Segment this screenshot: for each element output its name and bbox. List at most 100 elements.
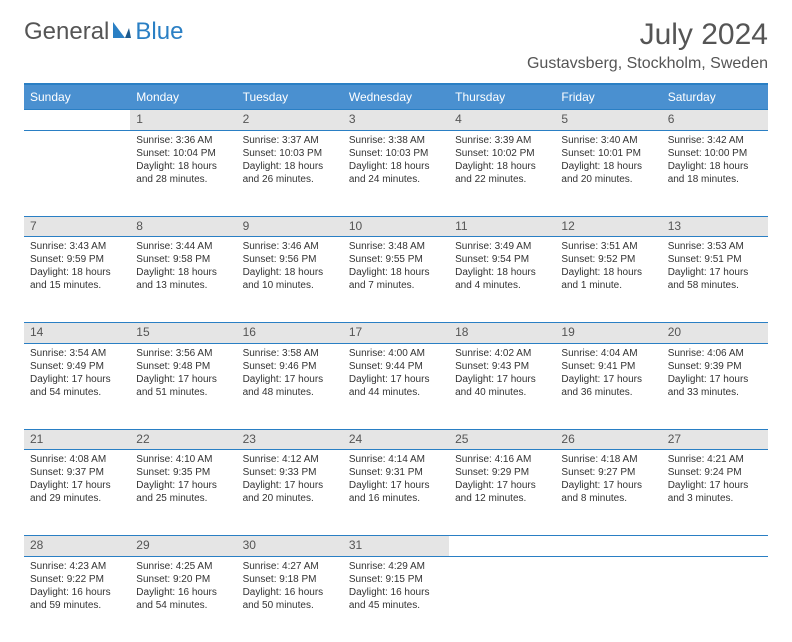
day1-text: Daylight: 17 hours	[561, 373, 655, 386]
sunset-text: Sunset: 9:46 PM	[243, 360, 337, 373]
day1-text: Daylight: 18 hours	[668, 160, 762, 173]
day2-text: and 26 minutes.	[243, 173, 337, 186]
sunrise-text: Sunrise: 3:42 AM	[668, 134, 762, 147]
sunrise-text: Sunrise: 3:49 AM	[455, 240, 549, 253]
day2-text: and 8 minutes.	[561, 492, 655, 505]
day-number: 23	[237, 429, 343, 450]
day2-text: and 10 minutes.	[243, 279, 337, 292]
day-cell: Sunrise: 4:04 AMSunset: 9:41 PMDaylight:…	[555, 343, 661, 429]
sunset-text: Sunset: 9:35 PM	[136, 466, 230, 479]
day1-text: Daylight: 18 hours	[136, 160, 230, 173]
day-detail-row: Sunrise: 4:08 AMSunset: 9:37 PMDaylight:…	[24, 450, 768, 536]
day-number: 17	[343, 323, 449, 344]
location: Gustavsberg, Stockholm, Sweden	[527, 55, 768, 73]
day-cell: Sunrise: 4:02 AMSunset: 9:43 PMDaylight:…	[449, 343, 555, 429]
day2-text: and 45 minutes.	[349, 599, 443, 612]
sunrise-text: Sunrise: 3:40 AM	[561, 134, 655, 147]
day-number	[662, 536, 768, 557]
day1-text: Daylight: 17 hours	[455, 373, 549, 386]
day-number: 28	[24, 536, 130, 557]
weekday-header: Saturday	[662, 84, 768, 110]
sunrise-text: Sunrise: 4:06 AM	[668, 347, 762, 360]
day1-text: Daylight: 18 hours	[455, 266, 549, 279]
sunrise-text: Sunrise: 4:04 AM	[561, 347, 655, 360]
day-cell: Sunrise: 3:56 AMSunset: 9:48 PMDaylight:…	[130, 343, 236, 429]
sunset-text: Sunset: 9:27 PM	[561, 466, 655, 479]
day-cell: Sunrise: 4:08 AMSunset: 9:37 PMDaylight:…	[24, 450, 130, 536]
sunrise-text: Sunrise: 4:16 AM	[455, 453, 549, 466]
day-cell	[24, 130, 130, 216]
day1-text: Daylight: 18 hours	[561, 160, 655, 173]
day-number: 9	[237, 216, 343, 237]
day-number: 15	[130, 323, 236, 344]
day-cell: Sunrise: 3:51 AMSunset: 9:52 PMDaylight:…	[555, 237, 661, 323]
day2-text: and 12 minutes.	[455, 492, 549, 505]
sunrise-text: Sunrise: 3:39 AM	[455, 134, 549, 147]
day-number: 10	[343, 216, 449, 237]
day-cell: Sunrise: 4:23 AMSunset: 9:22 PMDaylight:…	[24, 556, 130, 642]
sunrise-text: Sunrise: 3:36 AM	[136, 134, 230, 147]
sunrise-text: Sunrise: 4:25 AM	[136, 560, 230, 573]
sunrise-text: Sunrise: 3:54 AM	[30, 347, 124, 360]
logo: General Blue	[24, 18, 183, 46]
day-number: 16	[237, 323, 343, 344]
sunrise-text: Sunrise: 4:27 AM	[243, 560, 337, 573]
day1-text: Daylight: 17 hours	[349, 479, 443, 492]
day-cell: Sunrise: 4:25 AMSunset: 9:20 PMDaylight:…	[130, 556, 236, 642]
day-cell: Sunrise: 4:27 AMSunset: 9:18 PMDaylight:…	[237, 556, 343, 642]
day2-text: and 40 minutes.	[455, 386, 549, 399]
sunset-text: Sunset: 9:59 PM	[30, 253, 124, 266]
day2-text: and 13 minutes.	[136, 279, 230, 292]
day-cell	[662, 556, 768, 642]
sunset-text: Sunset: 9:20 PM	[136, 573, 230, 586]
day2-text: and 24 minutes.	[349, 173, 443, 186]
day-cell: Sunrise: 4:14 AMSunset: 9:31 PMDaylight:…	[343, 450, 449, 536]
sunset-text: Sunset: 9:15 PM	[349, 573, 443, 586]
weekday-header: Sunday	[24, 84, 130, 110]
day-detail-row: Sunrise: 4:23 AMSunset: 9:22 PMDaylight:…	[24, 556, 768, 642]
day-detail-row: Sunrise: 3:36 AMSunset: 10:04 PMDaylight…	[24, 130, 768, 216]
day-cell: Sunrise: 3:58 AMSunset: 9:46 PMDaylight:…	[237, 343, 343, 429]
sunrise-text: Sunrise: 4:00 AM	[349, 347, 443, 360]
sunrise-text: Sunrise: 4:14 AM	[349, 453, 443, 466]
sunset-text: Sunset: 9:37 PM	[30, 466, 124, 479]
sunrise-text: Sunrise: 4:21 AM	[668, 453, 762, 466]
sunset-text: Sunset: 10:03 PM	[243, 147, 337, 160]
day1-text: Daylight: 17 hours	[136, 373, 230, 386]
day2-text: and 54 minutes.	[136, 599, 230, 612]
sunset-text: Sunset: 9:49 PM	[30, 360, 124, 373]
day-number	[24, 110, 130, 131]
day2-text: and 4 minutes.	[455, 279, 549, 292]
day1-text: Daylight: 18 hours	[455, 160, 549, 173]
day-cell: Sunrise: 3:43 AMSunset: 9:59 PMDaylight:…	[24, 237, 130, 323]
day1-text: Daylight: 17 hours	[668, 479, 762, 492]
day-number: 6	[662, 110, 768, 131]
sunrise-text: Sunrise: 3:58 AM	[243, 347, 337, 360]
day2-text: and 18 minutes.	[668, 173, 762, 186]
weekday-header: Friday	[555, 84, 661, 110]
sunset-text: Sunset: 9:55 PM	[349, 253, 443, 266]
day2-text: and 28 minutes.	[136, 173, 230, 186]
weekday-header-row: Sunday Monday Tuesday Wednesday Thursday…	[24, 84, 768, 110]
title-block: July 2024 Gustavsberg, Stockholm, Sweden	[527, 18, 768, 73]
sunset-text: Sunset: 9:44 PM	[349, 360, 443, 373]
day1-text: Daylight: 17 hours	[136, 479, 230, 492]
day-cell: Sunrise: 3:40 AMSunset: 10:01 PMDaylight…	[555, 130, 661, 216]
sunset-text: Sunset: 9:33 PM	[243, 466, 337, 479]
sunrise-text: Sunrise: 3:44 AM	[136, 240, 230, 253]
sunrise-text: Sunrise: 3:38 AM	[349, 134, 443, 147]
day-number: 12	[555, 216, 661, 237]
sunset-text: Sunset: 9:54 PM	[455, 253, 549, 266]
day1-text: Daylight: 16 hours	[349, 586, 443, 599]
day1-text: Daylight: 18 hours	[561, 266, 655, 279]
day2-text: and 20 minutes.	[243, 492, 337, 505]
sunset-text: Sunset: 10:03 PM	[349, 147, 443, 160]
day2-text: and 25 minutes.	[136, 492, 230, 505]
sunset-text: Sunset: 9:31 PM	[349, 466, 443, 479]
day-number-row: 14151617181920	[24, 323, 768, 344]
day-cell: Sunrise: 4:06 AMSunset: 9:39 PMDaylight:…	[662, 343, 768, 429]
day-cell: Sunrise: 3:39 AMSunset: 10:02 PMDaylight…	[449, 130, 555, 216]
day-number: 20	[662, 323, 768, 344]
day-number	[555, 536, 661, 557]
day2-text: and 15 minutes.	[30, 279, 124, 292]
